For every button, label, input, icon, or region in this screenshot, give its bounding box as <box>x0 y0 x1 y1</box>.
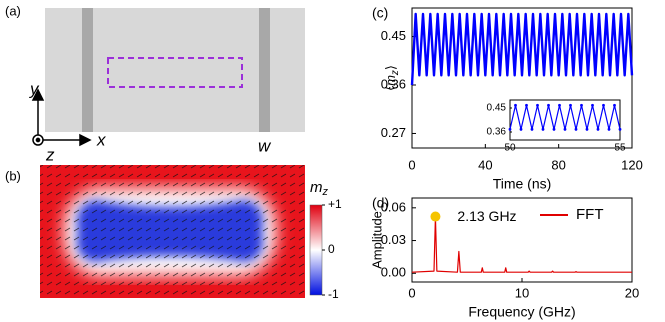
y-axis-label: Amplitude <box>369 211 384 269</box>
marker <box>602 103 605 107</box>
peak-marker <box>430 211 441 222</box>
colorbar-tick-label: 0 <box>328 242 335 256</box>
marker <box>541 127 545 131</box>
x-tick-label: 50 <box>504 143 516 154</box>
y-tick-label: 0.45 <box>487 103 507 114</box>
x-axis-label: Frequency (GHz) <box>468 304 575 320</box>
marker <box>508 127 512 131</box>
axes-icon <box>31 88 92 147</box>
marker <box>552 127 556 131</box>
x-tick-label: 0 <box>408 157 415 172</box>
marker <box>618 127 622 131</box>
width-label: w <box>258 136 272 155</box>
y-tick-label: 0.00 <box>381 265 406 280</box>
colorbar-tick-label: +1 <box>328 197 342 211</box>
colorbar-tick-label: -1 <box>328 287 339 301</box>
marker <box>536 103 539 107</box>
panel-label: (b) <box>5 168 21 183</box>
marker <box>525 103 528 107</box>
marker <box>558 103 561 107</box>
y-tick-label: 0.03 <box>381 232 406 247</box>
marker <box>580 103 583 107</box>
stripe <box>82 8 93 132</box>
x-tick-label: 80 <box>551 157 565 172</box>
marker <box>514 103 517 107</box>
y-axis-label: ⟨mz⟩ <box>383 65 400 91</box>
series-line <box>411 215 632 273</box>
x-tick-label: 20 <box>625 285 639 300</box>
x-tick-label: 55 <box>614 143 626 154</box>
panel-label: (c) <box>372 5 388 21</box>
y-tick-label: 0.06 <box>381 199 406 214</box>
axis-label: y <box>29 79 40 98</box>
marker <box>613 103 616 107</box>
marker <box>569 103 572 107</box>
legend-label: FFT <box>576 206 604 223</box>
dashed-region <box>107 57 243 88</box>
marker <box>585 127 589 131</box>
x-axis-label: Time (ns) <box>493 176 552 192</box>
y-tick-label: 0.36 <box>381 76 406 91</box>
annotation: 2.13 GHz <box>457 208 516 224</box>
y-tick-label: 0.36 <box>487 127 507 138</box>
marker <box>519 127 523 131</box>
panel-label: (a) <box>5 3 21 18</box>
x-tick-label: 120 <box>621 157 643 172</box>
marker <box>530 127 534 131</box>
marker <box>596 127 600 131</box>
stripe <box>259 8 270 132</box>
x-tick-label: 0 <box>408 285 415 300</box>
series-line <box>410 12 634 86</box>
x-tick-label: 10 <box>515 285 529 300</box>
heatmap <box>40 165 305 298</box>
marker <box>547 103 550 107</box>
marker <box>607 127 611 131</box>
marker <box>591 103 594 107</box>
marker <box>563 127 567 131</box>
y-tick-label: 0.45 <box>381 28 406 43</box>
colorbar <box>309 204 323 296</box>
axis-label: z <box>45 145 55 164</box>
colorbar-title: mz <box>310 179 329 198</box>
y-tick-label: 0.27 <box>381 125 406 140</box>
x-tick-label: 40 <box>478 157 492 172</box>
marker <box>574 127 578 131</box>
plot-frame <box>509 99 621 141</box>
panel-label: (d) <box>372 195 389 211</box>
axis-label: x <box>96 130 106 149</box>
